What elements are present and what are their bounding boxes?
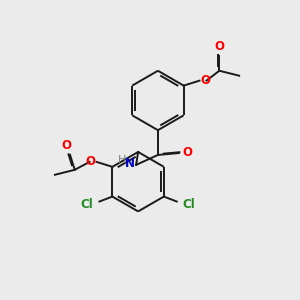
Text: Cl: Cl <box>81 198 94 211</box>
Text: N: N <box>125 158 135 170</box>
Text: O: O <box>183 146 193 160</box>
Text: H: H <box>118 155 126 165</box>
Text: O: O <box>214 40 224 53</box>
Text: Cl: Cl <box>183 198 195 211</box>
Text: O: O <box>62 139 72 152</box>
Text: O: O <box>85 155 95 168</box>
Text: O: O <box>200 74 211 87</box>
